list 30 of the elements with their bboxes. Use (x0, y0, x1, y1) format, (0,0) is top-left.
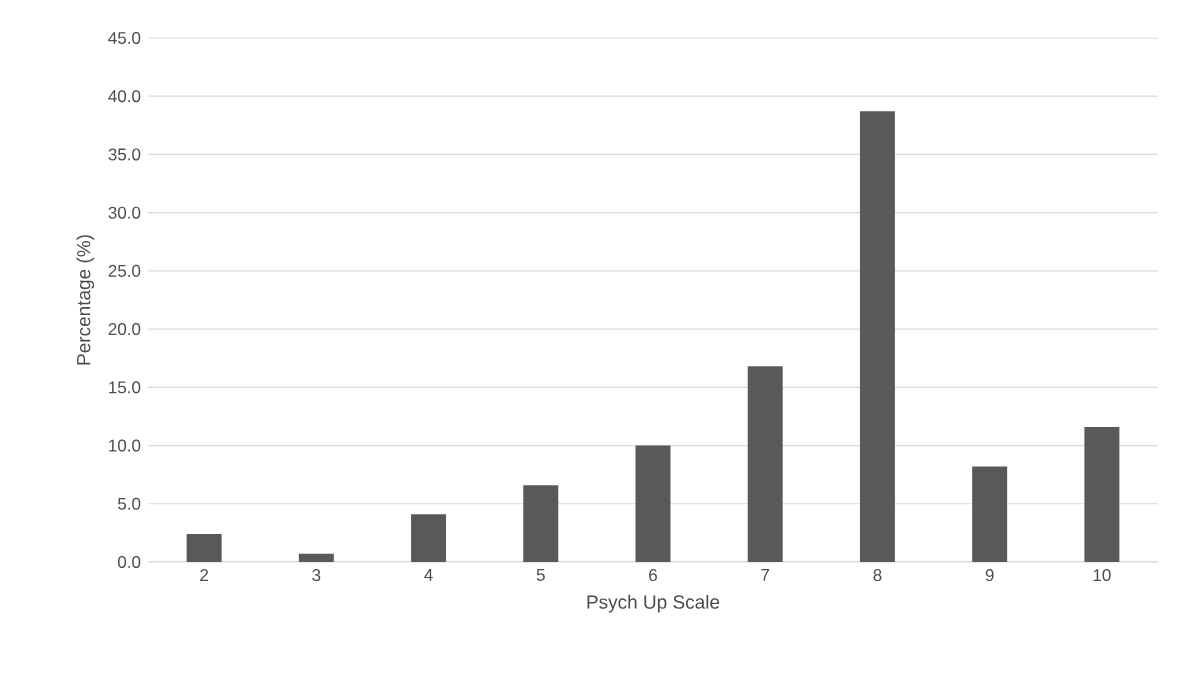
x-tick-label: 6 (649, 569, 657, 582)
y-tick-label: 45.0 (108, 31, 141, 44)
x-tick-label: 4 (424, 569, 433, 581)
x-tick-label: 10 (1093, 569, 1111, 582)
x-tick-label: 3 (312, 569, 321, 582)
bar (411, 514, 447, 562)
x-tick-label: 2 (200, 569, 208, 581)
y-tick-label: 15.0 (109, 381, 141, 394)
bar (859, 111, 895, 562)
x-axis-title: Psych Up Scale (587, 594, 720, 613)
y-tick-label: 25.0 (108, 264, 141, 277)
x-tick-label: 7 (761, 569, 770, 581)
bar (635, 445, 671, 562)
x-tick-label: 9 (985, 569, 994, 582)
bar (298, 553, 334, 562)
bar (1084, 426, 1120, 562)
y-tick-label: 30.0 (108, 206, 141, 219)
x-tick-label: 8 (873, 569, 882, 582)
bar (186, 534, 222, 562)
bar (523, 485, 559, 562)
bar (747, 366, 783, 562)
y-tick-label: 40.0 (108, 90, 141, 103)
y-tick-label: 5.0 (118, 497, 141, 510)
y-tick-label: 10.0 (109, 439, 141, 452)
x-tick-label: 5 (536, 569, 545, 581)
y-tick-label: 20.0 (108, 323, 141, 336)
y-tick-label: 0.0 (117, 555, 141, 568)
y-axis-title: Percentage (%) (76, 235, 95, 365)
y-tick-label: 35.0 (108, 148, 141, 161)
bar (972, 466, 1008, 562)
